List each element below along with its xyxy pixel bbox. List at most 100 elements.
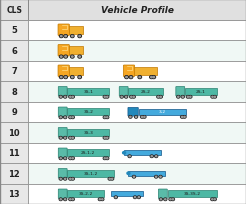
Bar xyxy=(0,41,28,61)
Text: 8: 8 xyxy=(11,87,17,96)
Bar xyxy=(124,151,161,155)
Bar xyxy=(0,0,28,20)
Circle shape xyxy=(104,117,106,118)
FancyBboxPatch shape xyxy=(128,108,138,116)
Bar xyxy=(0,61,28,82)
Circle shape xyxy=(72,57,73,58)
Circle shape xyxy=(186,96,189,99)
Circle shape xyxy=(159,198,162,201)
Circle shape xyxy=(177,96,180,99)
Circle shape xyxy=(121,97,122,98)
Bar xyxy=(0,82,28,102)
Circle shape xyxy=(61,57,62,58)
Circle shape xyxy=(64,199,66,200)
Circle shape xyxy=(60,76,63,79)
Text: 3S-1-2: 3S-1-2 xyxy=(84,171,98,175)
Circle shape xyxy=(103,116,106,119)
Circle shape xyxy=(69,116,72,119)
Circle shape xyxy=(165,199,166,200)
Circle shape xyxy=(64,198,67,201)
Circle shape xyxy=(141,117,143,118)
Circle shape xyxy=(212,199,213,200)
Circle shape xyxy=(150,76,153,79)
Circle shape xyxy=(60,56,63,59)
Circle shape xyxy=(72,199,74,200)
Circle shape xyxy=(187,97,188,98)
Bar xyxy=(0,163,28,184)
Bar xyxy=(0,102,28,122)
Circle shape xyxy=(137,196,140,198)
Circle shape xyxy=(158,97,159,98)
Circle shape xyxy=(70,178,71,180)
Circle shape xyxy=(69,137,72,139)
Circle shape xyxy=(72,178,74,180)
Circle shape xyxy=(70,199,71,200)
Circle shape xyxy=(183,116,186,119)
Circle shape xyxy=(71,56,74,59)
Circle shape xyxy=(64,96,67,99)
Circle shape xyxy=(106,116,109,119)
Circle shape xyxy=(79,36,80,38)
Circle shape xyxy=(70,117,71,118)
Circle shape xyxy=(181,116,184,119)
Circle shape xyxy=(107,158,108,159)
Circle shape xyxy=(70,158,71,159)
Circle shape xyxy=(157,96,160,99)
Circle shape xyxy=(71,157,74,160)
Text: Vehicle Profile: Vehicle Profile xyxy=(101,6,174,15)
Circle shape xyxy=(98,198,101,201)
Circle shape xyxy=(71,35,74,38)
Bar xyxy=(28,20,246,41)
Circle shape xyxy=(59,157,62,160)
Circle shape xyxy=(106,137,109,139)
Circle shape xyxy=(64,56,67,59)
Text: 11: 11 xyxy=(8,149,20,157)
Circle shape xyxy=(172,199,174,200)
Circle shape xyxy=(125,97,127,98)
Circle shape xyxy=(72,137,74,139)
Circle shape xyxy=(64,35,67,38)
Circle shape xyxy=(64,178,66,180)
Bar xyxy=(28,143,246,163)
Circle shape xyxy=(64,117,66,118)
Circle shape xyxy=(59,137,62,139)
Circle shape xyxy=(72,97,74,98)
Circle shape xyxy=(78,56,81,59)
Circle shape xyxy=(135,117,137,118)
Circle shape xyxy=(106,96,109,99)
Circle shape xyxy=(61,77,62,78)
Circle shape xyxy=(138,76,141,79)
Bar xyxy=(128,88,163,95)
Circle shape xyxy=(71,96,74,99)
Circle shape xyxy=(71,137,74,139)
Text: 3-2: 3-2 xyxy=(159,110,166,114)
Circle shape xyxy=(64,157,67,160)
Circle shape xyxy=(59,116,62,119)
Circle shape xyxy=(69,157,72,160)
Circle shape xyxy=(59,178,62,180)
Circle shape xyxy=(120,96,123,99)
Text: 12: 12 xyxy=(8,169,20,178)
Bar xyxy=(111,192,143,196)
Circle shape xyxy=(160,176,161,177)
Bar xyxy=(67,129,109,136)
Bar xyxy=(128,171,165,176)
FancyBboxPatch shape xyxy=(119,87,128,96)
Circle shape xyxy=(214,97,215,98)
Circle shape xyxy=(72,117,74,118)
Circle shape xyxy=(65,77,66,78)
Circle shape xyxy=(104,158,106,159)
Circle shape xyxy=(134,196,137,198)
Circle shape xyxy=(159,96,162,99)
Circle shape xyxy=(135,116,138,119)
Text: 13: 13 xyxy=(8,189,20,198)
Circle shape xyxy=(131,97,132,98)
Circle shape xyxy=(65,36,66,38)
FancyBboxPatch shape xyxy=(58,148,67,158)
Circle shape xyxy=(61,36,62,38)
Circle shape xyxy=(181,96,184,99)
Circle shape xyxy=(126,77,127,78)
Text: 10: 10 xyxy=(8,128,20,137)
Bar xyxy=(68,27,83,34)
Text: 9: 9 xyxy=(11,108,17,117)
